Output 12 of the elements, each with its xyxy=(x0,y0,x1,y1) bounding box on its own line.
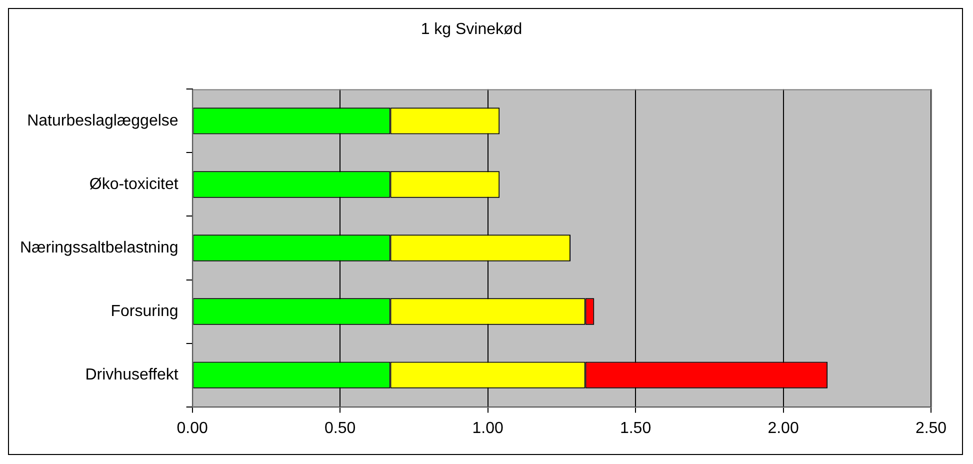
x-tick-label: 2.50 xyxy=(915,420,947,437)
y-tick-label: Naturbeslaglæggelse xyxy=(27,112,178,130)
y-tick-label: Øko-toxicitet xyxy=(89,176,179,193)
y-tick-label: Næringssaltbelastning xyxy=(20,239,178,256)
x-tick-label: 0.00 xyxy=(176,420,208,437)
x-tick-label: 1.00 xyxy=(472,420,504,437)
y-tick-label: Drivhuseffekt xyxy=(85,366,179,384)
y-tick-label: Forsuring xyxy=(110,302,178,320)
chart-title: 1 kg Svinekød xyxy=(420,21,522,38)
x-tick-label: 0.50 xyxy=(324,420,356,437)
x-tick-label: 2.00 xyxy=(768,420,799,437)
x-tick-label: 1.50 xyxy=(620,420,652,437)
